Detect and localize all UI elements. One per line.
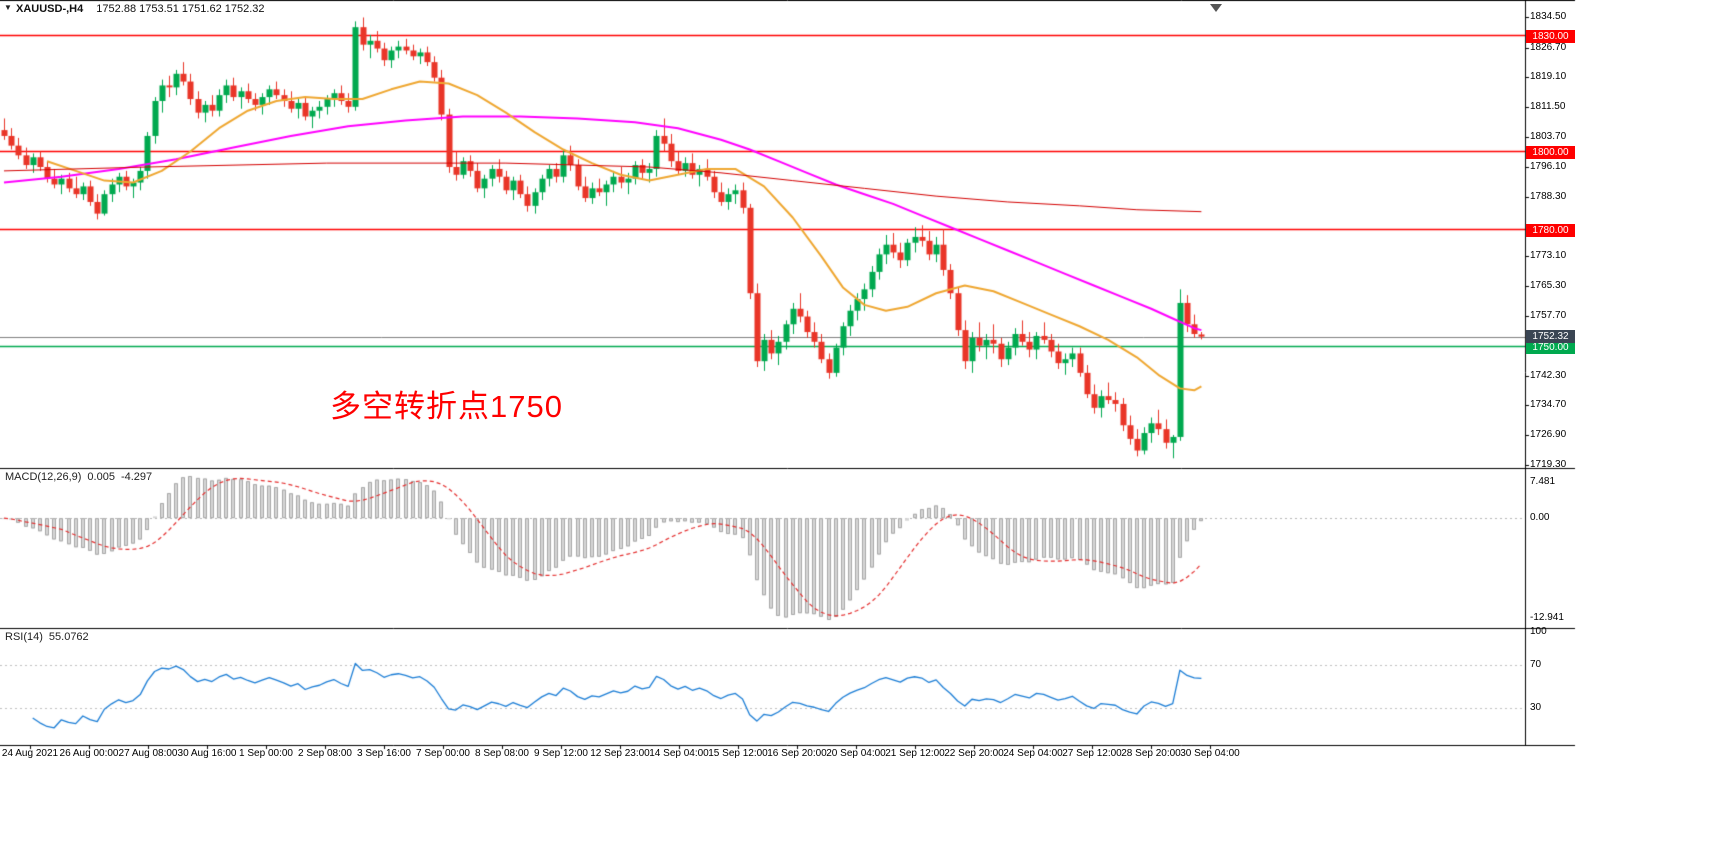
trading-chart-window: ▼ XAUUSD-,H4 1752.88 1753.51 1751.62 175… [0,0,1730,842]
price-chart-canvas[interactable] [0,0,1730,842]
